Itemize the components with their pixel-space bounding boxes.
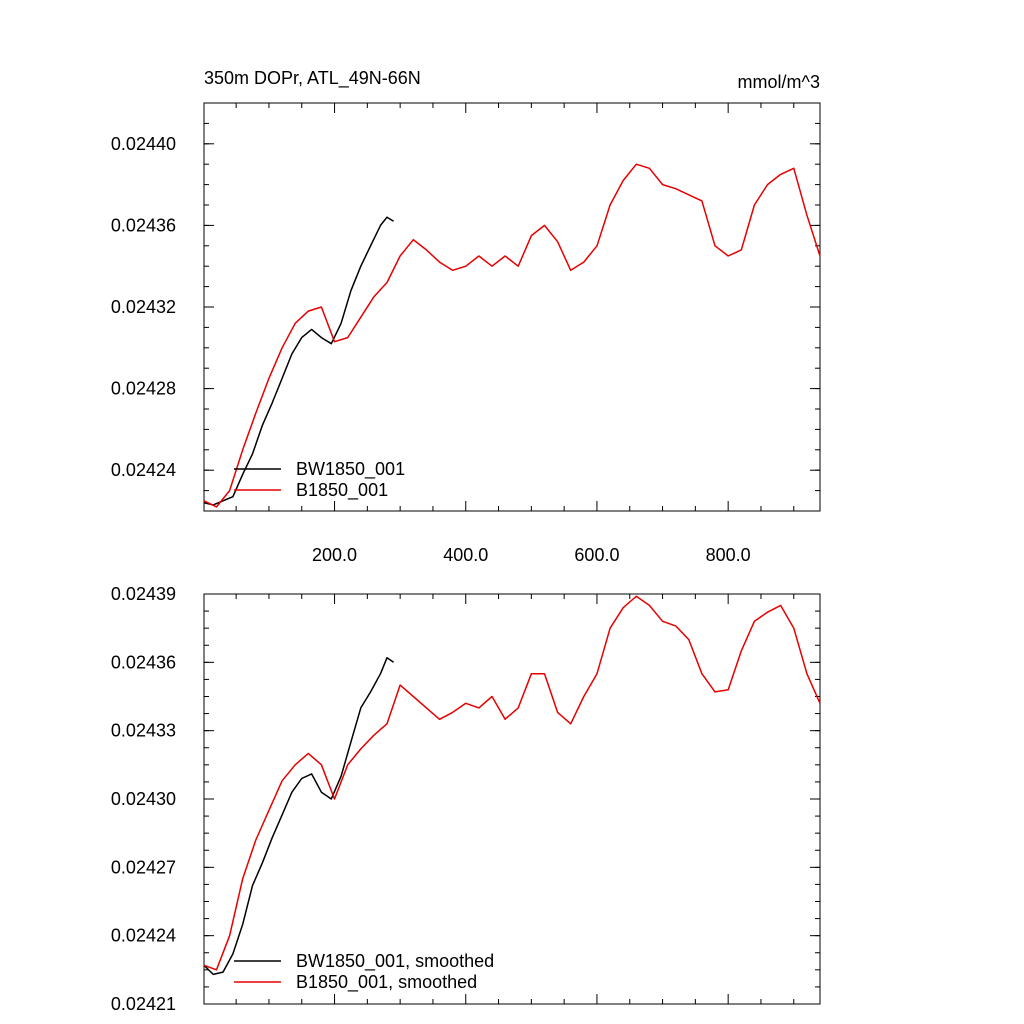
bottom-y-tick-label: 0.02424 [111,926,176,946]
top-y-tick-label: 0.02432 [111,297,176,317]
bottom-panel-marks: 0.02421 0.02424 0.02427 0.02430 0.02433 0.024… [111,584,821,1014]
legend-label-b1850: B1850_001 [296,480,388,501]
legend-label-bw1850-smoothed: BW1850_001, smoothed [296,951,494,972]
top-y-tick-label: 0.02436 [111,215,176,235]
top-y-tick-label: 0.02424 [111,460,176,480]
top-x-tick-label: 800.0 [706,545,751,565]
bottom-legend: BW1850_001, smoothed B1850_001, smoothed [234,951,494,993]
bottom-y-tick-label: 0.02433 [111,721,176,741]
bottom-y-tick-label: 0.02439 [111,584,176,604]
bottom-y-tick-label: 0.02421 [111,994,176,1014]
top-y-tick-label: 0.02428 [111,379,176,399]
top-series-line-b1850 [203,163,821,508]
top-series-line-bw1850 [203,216,394,506]
legend-label-bw1850: BW1850_001 [296,459,405,480]
top-x-tick-label: 400.0 [443,545,488,565]
units-label: mmol/m^3 [738,72,820,92]
top-x-tick-label: 200.0 [312,545,357,565]
chart-title: 350m DOPr, ATL_49N-66N [204,68,421,89]
bottom-panel: 0.02421 0.02424 0.02427 0.02430 0.02433 0.024… [111,584,821,1014]
bottom-y-tick-label: 0.02430 [111,789,176,809]
top-panel: 0.02424 0.02428 0.02432 0.02436 0.02440 200.0… [111,102,821,565]
bottom-series-line-b1850 [203,595,821,971]
top-x-tick-label: 600.0 [574,545,619,565]
bottom-series-line-bw1850 [203,657,395,976]
top-panel-marks: 0.02424 0.02428 0.02432 0.02436 0.02440 200.0… [111,102,821,565]
bottom-y-tick-label: 0.02436 [111,652,176,672]
top-legend: BW1850_001 B1850_001 [234,459,405,501]
bottom-y-tick-label: 0.02427 [111,857,176,877]
top-y-tick-label: 0.02440 [111,134,176,154]
legend-label-b1850-smoothed: B1850_001, smoothed [296,972,477,993]
